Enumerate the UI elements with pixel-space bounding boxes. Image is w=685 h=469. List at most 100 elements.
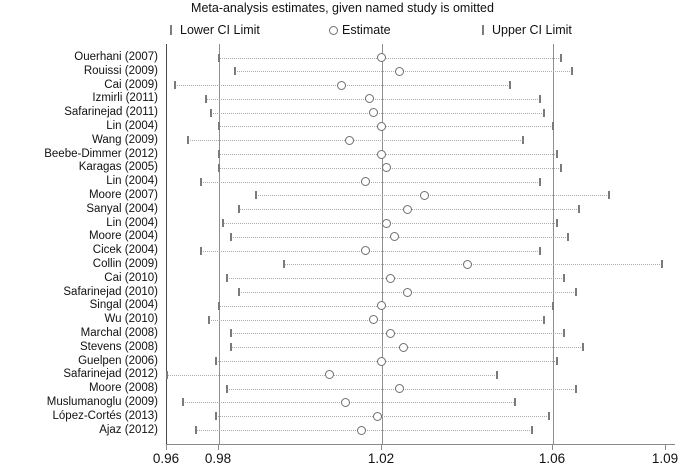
estimate-circle	[369, 315, 379, 325]
estimate-circle	[381, 218, 391, 228]
study-row-label: Stevens (2008)	[80, 340, 158, 353]
estimate-circle	[381, 163, 391, 173]
x-axis-tick	[218, 444, 220, 450]
study-row-label: Cai (2010)	[104, 271, 158, 284]
chart-legend: Lower CI Limit Estimate Upper CI Limit	[0, 21, 685, 41]
upper-ci-bracket	[582, 343, 585, 352]
estimate-circle	[377, 149, 387, 159]
upper-ci-bracket	[570, 67, 573, 76]
legend-item-upper-ci: Upper CI Limit	[482, 21, 572, 39]
ci-line	[219, 305, 553, 307]
estimate-circle	[377, 53, 387, 62]
x-axis-tick-label: 0.98	[204, 451, 232, 466]
upper-ci-bracket	[574, 288, 577, 297]
lower-ci-bracket	[166, 370, 168, 379]
upper-ci-bracket	[551, 301, 554, 310]
ci-line	[200, 181, 541, 183]
lower-ci-bracket	[218, 150, 221, 159]
study-row-label: Lin (2004)	[106, 216, 158, 229]
x-axis-tick	[380, 444, 382, 450]
estimate-circle	[403, 204, 413, 214]
ci-line	[231, 333, 565, 335]
study-row-label: Guelpen (2006)	[78, 354, 158, 367]
lower-ci-bracket	[226, 384, 229, 393]
ci-line	[216, 416, 549, 418]
lower-ci-bracket	[230, 329, 233, 338]
study-row-label: Marchal (2008)	[80, 326, 158, 339]
ci-line	[284, 264, 663, 266]
lower-ci-bracket	[218, 301, 221, 310]
ci-line	[216, 361, 557, 363]
lower-ci-bracket	[230, 232, 233, 241]
lower-ci-bracket	[194, 426, 197, 434]
lower-ci-bracket	[205, 94, 207, 103]
x-axis-tick-label: 1.06	[538, 451, 566, 466]
lower-ci-bracket	[283, 260, 286, 269]
estimate-circle	[377, 356, 387, 366]
ci-line	[219, 57, 561, 59]
upper-ci-bracket	[513, 398, 516, 407]
upper-ci-bracket	[547, 412, 550, 421]
estimate-marker-icon	[329, 25, 338, 35]
x-axis-tick	[166, 444, 167, 450]
upper-ci-bracket	[539, 246, 542, 255]
upper-ci-bracket	[555, 219, 558, 228]
estimate-circle	[361, 246, 371, 256]
lower-ci-bracket	[218, 53, 221, 62]
estimate-circle	[377, 301, 387, 311]
study-row-label: Sanyal (2004)	[86, 202, 158, 215]
lower-ci-bracket	[181, 398, 184, 407]
study-row-label: Moore (2007)	[88, 188, 158, 201]
lower-ci-bracket	[254, 191, 257, 200]
x-axis-tick-label: 0.96	[152, 451, 180, 466]
ci-line	[219, 154, 557, 156]
lower-ci-bracket	[215, 357, 218, 366]
study-row-label: Safarinejad (2010)	[63, 285, 158, 298]
x-axis-tick-label: 1.02	[367, 451, 395, 466]
lower-ci-bracket	[173, 81, 176, 90]
study-row-label: Ajaz (2012)	[99, 423, 158, 436]
lower-ci-bracket	[226, 274, 229, 283]
study-row-label: Karagas (2005)	[78, 161, 158, 174]
estimate-circle	[377, 121, 387, 131]
estimate-circle	[390, 232, 400, 242]
study-row-label: López-Cortés (2013)	[52, 409, 158, 422]
lower-ci-marker-icon	[170, 25, 172, 35]
estimate-circle	[357, 425, 367, 435]
lower-ci-bracket	[222, 219, 225, 228]
upper-ci-marker-icon	[482, 25, 484, 35]
lower-ci-bracket	[186, 136, 189, 145]
reference-line	[381, 44, 383, 444]
lower-ci-bracket	[230, 343, 233, 352]
upper-ci-bracket	[559, 53, 562, 62]
chart-title: Meta-analysis estimates, given named stu…	[191, 1, 494, 15]
upper-ci-bracket	[563, 329, 566, 338]
upper-ci-bracket	[567, 232, 570, 241]
study-row-label: Ouerhani (2007)	[74, 51, 158, 63]
lower-ci-bracket	[234, 67, 237, 76]
lower-ci-bracket	[210, 108, 213, 117]
estimate-circle	[361, 177, 371, 187]
lower-ci-bracket	[238, 288, 241, 297]
estimate-circle	[340, 397, 350, 407]
lower-ci-bracket	[199, 246, 202, 255]
study-row-label: Rouissi (2009)	[83, 64, 158, 77]
upper-ci-bracket	[522, 136, 525, 145]
upper-ci-bracket	[563, 274, 566, 283]
upper-ci-bracket	[539, 94, 542, 103]
study-row-label: Lin (2004)	[106, 119, 158, 132]
study-row-label: Singal (2004)	[89, 299, 158, 312]
study-row-label: Moore (2004)	[88, 230, 158, 243]
estimate-circle	[386, 328, 396, 338]
ci-line	[200, 250, 541, 252]
upper-ci-bracket	[608, 191, 611, 200]
upper-ci-bracket	[539, 177, 542, 186]
lower-ci-bracket	[199, 177, 202, 186]
ci-line	[219, 126, 553, 128]
x-axis-tick	[551, 444, 553, 450]
legend-item-estimate: Estimate	[329, 21, 391, 39]
study-row-label: Muslumanoglu (2009)	[46, 395, 158, 408]
upper-ci-bracket	[559, 163, 562, 172]
lower-ci-bracket	[207, 315, 210, 324]
